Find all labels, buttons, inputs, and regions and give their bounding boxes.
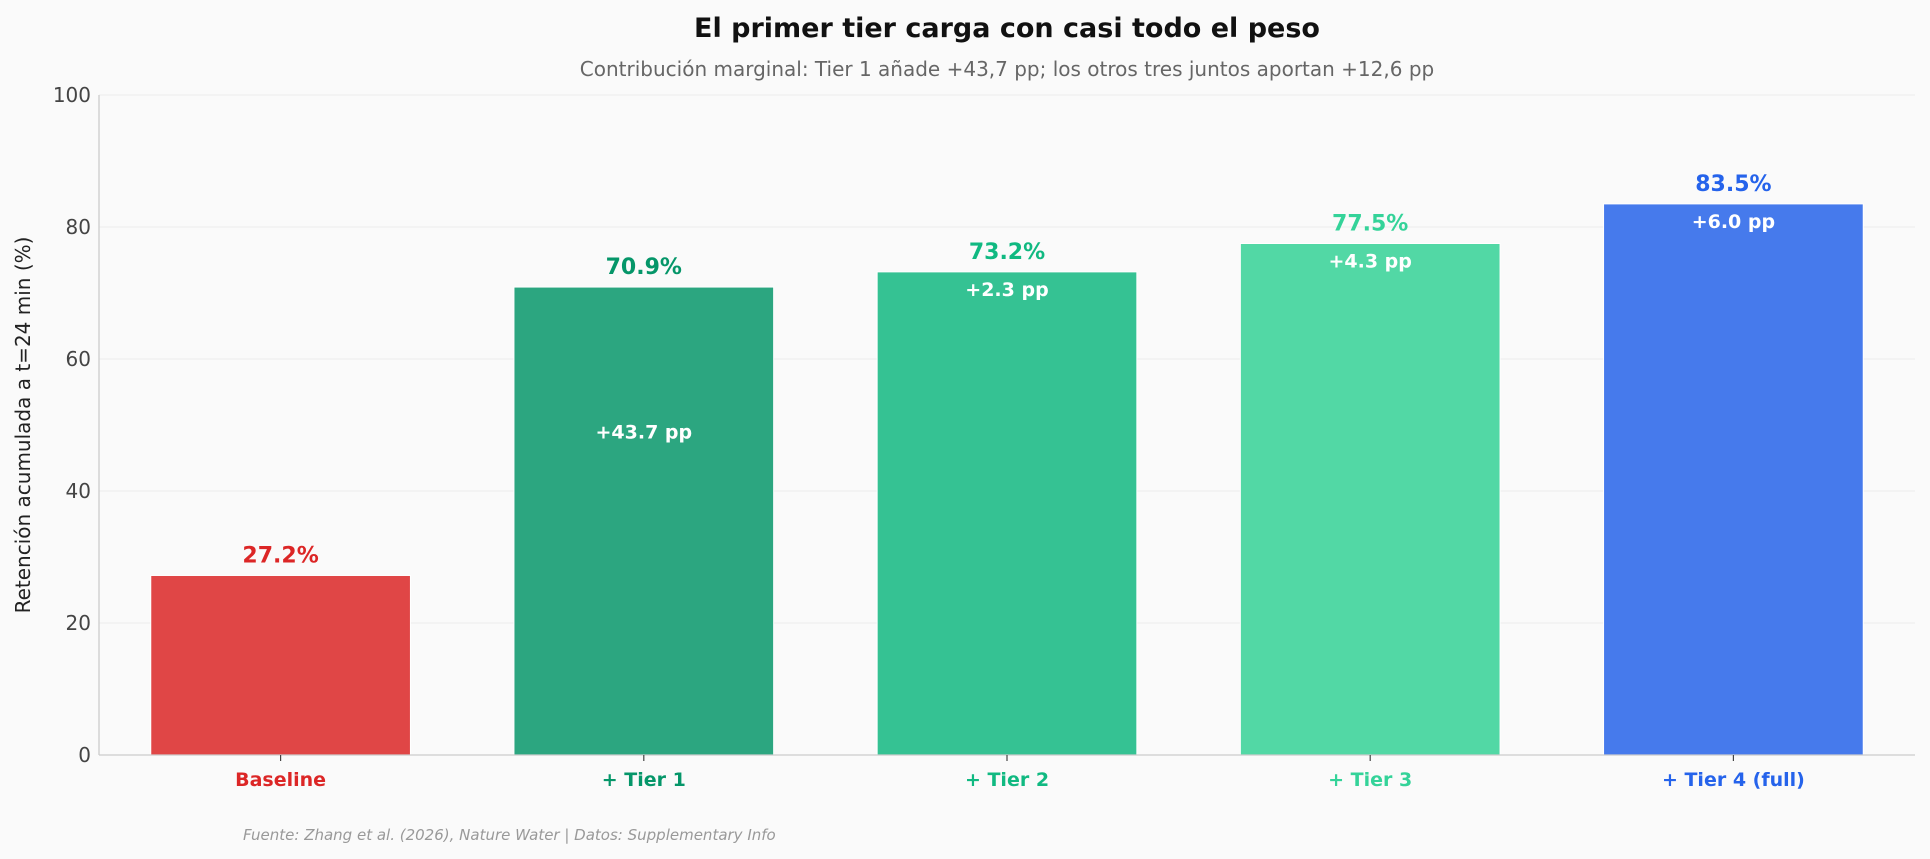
y-tick-label: 40 [66,479,91,503]
bar-labels: Baseline 27.2% + Tier 1 70.9% +43.7 pp + Tier… [235,172,1805,791]
x-tick-label: + Tier 2 [965,769,1049,791]
value-label: 83.5% [1695,172,1771,197]
delta-label: +6.0 pp [1692,211,1775,233]
y-tick-label: 20 [66,611,91,635]
y-tick-label: 100 [53,83,91,107]
bar [1603,203,1864,756]
chart-subtitle: Contribución marginal: Tier 1 añade +43,… [580,57,1434,81]
y-axis-label: Retención acumulada a t=24 min (%) [11,237,35,614]
value-label: 27.2% [242,543,318,568]
axis-ticks: 0 20 40 60 80 100 [53,83,1735,767]
bar [1239,243,1501,756]
y-tick-label: 0 [78,743,91,767]
x-tick-label: + Tier 1 [602,769,686,791]
x-tick-label: + Tier 4 (full) [1662,769,1805,791]
y-tick-label: 60 [66,347,91,371]
delta-label: +4.3 pp [1328,251,1411,273]
value-label: 70.9% [606,255,682,280]
bar [876,271,1138,756]
y-tick-label: 80 [66,215,91,239]
value-label: 77.5% [1332,212,1408,237]
bars [150,203,1864,756]
delta-label: +43.7 pp [595,421,692,443]
delta-label: +2.3 pp [965,279,1048,301]
value-label: 73.2% [969,240,1045,265]
chart-title: El primer tier carga con casi todo el pe… [694,13,1320,44]
bar [513,286,775,756]
bar [150,574,411,756]
source-note: Fuente: Zhang et al. (2026), Nature Wate… [243,826,776,844]
x-tick-label: + Tier 3 [1328,769,1412,791]
x-tick-label: Baseline [235,769,326,791]
